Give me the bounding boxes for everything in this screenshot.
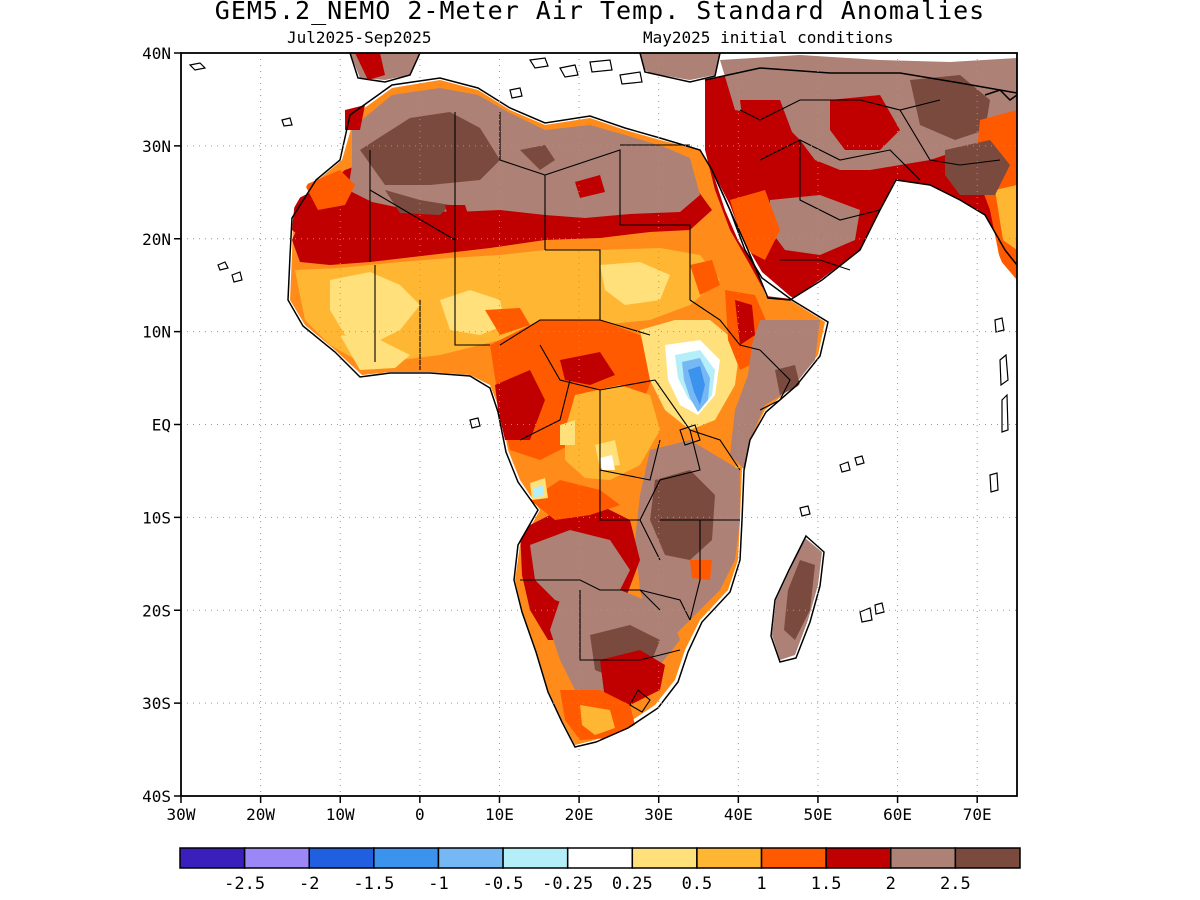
coastlines [287,53,1017,748]
southern-africa-anomaly-region [520,440,740,740]
lon-tick-label: 20E [565,805,594,824]
colorbar-swatch [308,847,375,869]
colorbar-label: -1.5 [353,874,394,894]
lat-tick-label: 10S [142,508,171,527]
colorbar-label: 0.5 [682,874,713,894]
lon-tick-label: 30W [167,805,196,824]
ocean-mask [181,53,1017,796]
colorbar-swatch [437,847,504,869]
initial-conditions: May2025 initial conditions [643,28,894,47]
map-title: GEM5.2_NEMO 2-Meter Air Temp. Standard A… [214,0,986,25]
colorbar-label: -1 [428,874,448,894]
country-borders [369,99,1001,713]
lon-tick-label: 40E [724,805,753,824]
colorbar-label: -2.5 [224,874,265,894]
colorbar-label: -0.5 [483,874,524,894]
mediterranean-anomaly-region [345,53,720,130]
colorbar-swatch [825,847,892,869]
colorbar-label: -2 [299,874,319,894]
colorbar-label: -0.25 [542,874,593,894]
lat-tick-label: 40S [142,787,171,806]
colorbar-swatch [890,847,957,869]
lat-tick-label: 20N [142,230,171,249]
colorbar-swatch [631,847,698,869]
lat-tick-label: EQ [152,416,171,435]
east-africa-anomaly-region [640,290,820,505]
colorbar-swatch [760,847,827,869]
lon-tick-label: 30E [644,805,673,824]
central-africa-anomaly-region [490,320,660,480]
lat-tick-label: 10N [142,323,171,342]
lat-tick-label: 30N [142,137,171,156]
color-legend: -2.5 -2 -1.5 -1 -0.5 -0.25 0.25 0.5 1 1.5 2 2.5 [179,847,1021,894]
forecast-period: Jul2025-Sep2025 [287,28,432,47]
lon-tick-label: 20W [246,805,275,824]
graticule [181,53,1017,796]
arabia-anomaly-region [705,55,1017,300]
lon-tick-label: 70E [963,805,992,824]
colorbar-label: 1.5 [811,874,842,894]
lon-tick-label: 60E [883,805,912,824]
colorbar-swatch [243,847,310,869]
lon-tick-label: 50E [803,805,832,824]
lat-tick-label: 40N [142,44,171,63]
colorbar-swatch [373,847,440,869]
colorbar-label: 1 [756,874,766,894]
colorbar-swatch [696,847,763,869]
colorbar-swatch [954,847,1021,869]
colorbar-swatch [566,847,634,869]
lon-tick-label: 0 [415,805,425,824]
lat-tick-label: 20S [142,601,171,620]
colorbar-label: 2.5 [940,874,971,894]
lon-tick-label: 10E [485,805,514,824]
lat-tick-label: 30S [142,694,171,713]
lon-tick-label: 10W [326,805,355,824]
colorbar-label: 2 [886,874,896,894]
colorbar-swatch [179,847,246,869]
islands [188,57,1009,623]
colorbar-label: 0.25 [612,874,653,894]
colorbar-swatch [502,847,569,869]
